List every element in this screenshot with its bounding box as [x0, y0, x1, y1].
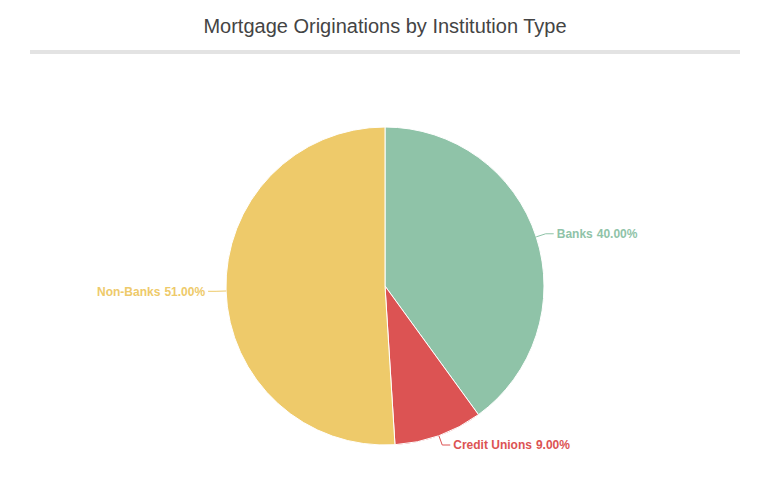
leader-line [536, 234, 554, 237]
data-label: Credit Unions 9.00% [453, 438, 570, 452]
chart: Mortgage Originations by Institution Typ… [0, 0, 770, 485]
label-name: Non-Banks [97, 285, 161, 299]
slice [385, 286, 478, 445]
leader-line [439, 436, 450, 445]
title-rule [30, 50, 740, 54]
label-value: 40.00% [597, 227, 638, 241]
pie: Banks 40.00% Credit Unions 9.00% Non-Banks51… [97, 127, 638, 452]
leader-line [208, 290, 226, 291]
label-name: Banks [557, 227, 593, 241]
data-label: Non-Banks51.00% [97, 285, 205, 299]
label-value: 51.00% [164, 285, 205, 299]
title: Mortgage Originations by Institution Typ… [203, 15, 566, 37]
slice [226, 127, 395, 445]
data-label: Banks 40.00% [557, 227, 638, 241]
label-name: Credit Unions [453, 438, 532, 452]
label-value: 9.00% [536, 438, 570, 452]
